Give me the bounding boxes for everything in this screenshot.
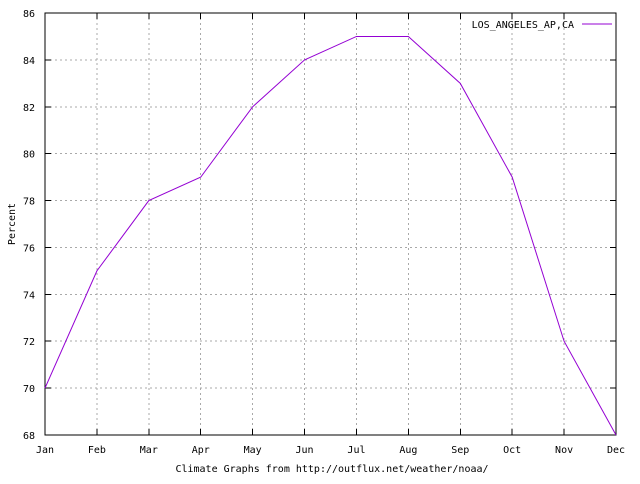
plot-border — [44, 12, 617, 436]
x-tick-label: May — [244, 445, 262, 456]
y-tick-label: 78 — [23, 197, 35, 208]
y-tick-label: 70 — [23, 384, 35, 395]
y-tick-label: 76 — [23, 243, 35, 254]
chart-caption: Climate Graphs from http://outflux.net/w… — [175, 464, 488, 475]
y-tick-label: 80 — [23, 150, 35, 161]
data-series-line — [44, 35, 617, 436]
x-tick-label: Apr — [192, 445, 210, 456]
x-tick-label: Nov — [555, 445, 573, 456]
x-tick-label: Aug — [399, 445, 417, 456]
legend-label: LOS_ANGELES_AP,CA — [472, 20, 574, 31]
x-tick-label: Sep — [451, 445, 469, 456]
y-tick-label: 86 — [23, 9, 35, 20]
x-tick-label: Jul — [347, 445, 365, 456]
y-tick-label: 72 — [23, 337, 35, 348]
y-tick-label: 82 — [23, 103, 35, 114]
y-axis-title: Percent — [7, 203, 18, 245]
x-tick-label: Feb — [88, 445, 106, 456]
x-tick-label: Jun — [296, 445, 314, 456]
x-tick-label: Jan — [36, 445, 54, 456]
y-tick-label: 84 — [23, 56, 35, 67]
x-tick-label: Dec — [607, 445, 625, 456]
y-tick-label: 74 — [23, 290, 35, 301]
x-tick-label: Oct — [503, 445, 521, 456]
x-tick-label: Mar — [140, 445, 158, 456]
y-tick-label: 68 — [23, 431, 35, 442]
